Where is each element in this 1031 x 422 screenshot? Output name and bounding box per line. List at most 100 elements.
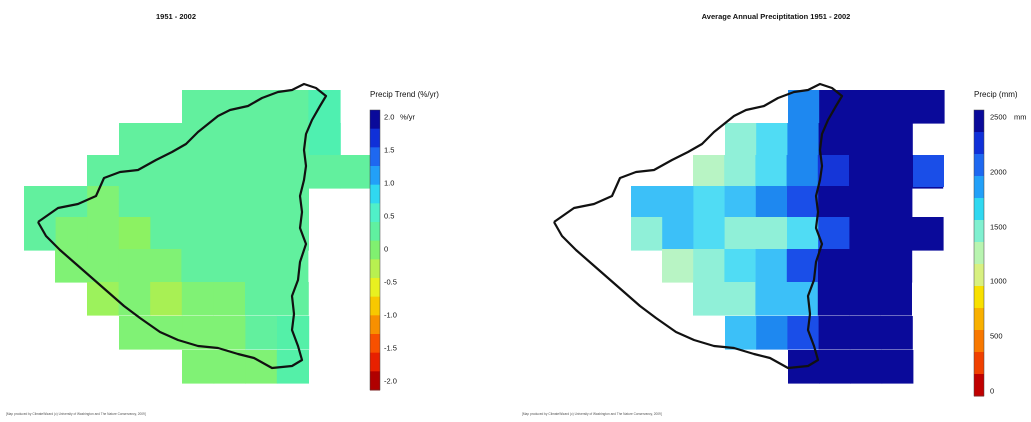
precip-grid-cell — [786, 155, 819, 189]
trend-grid-cell — [55, 217, 88, 251]
trend-grid-cell — [182, 186, 215, 220]
precip-grid-cell — [755, 186, 788, 220]
precip-grid-cell — [849, 217, 882, 251]
trend-grid-cell — [87, 217, 120, 251]
colorbar-segment — [974, 264, 984, 287]
precip-grid-cell — [725, 316, 757, 350]
legend-tick-label: 1000 — [990, 276, 1007, 286]
trend-grid-cell — [182, 217, 215, 251]
colorbar-segment — [370, 240, 380, 260]
precip-grid-cell — [756, 123, 788, 157]
precip-grid-cell — [818, 249, 850, 283]
colorbar-frame — [369, 109, 381, 391]
trend-colorbar — [369, 109, 381, 391]
legend-tick-label: 1.5 — [384, 145, 395, 155]
colorbar-segment — [974, 176, 984, 199]
trend-grid-cell — [213, 316, 246, 350]
precip-grid-cell — [693, 282, 725, 316]
colorbar-segment — [974, 198, 984, 221]
precip-grid-cell — [631, 217, 663, 251]
precip-grid-cell — [755, 217, 788, 251]
precip-grid-cell — [787, 186, 819, 220]
precip-grid-cell — [881, 316, 913, 350]
precip-grid-cell — [880, 155, 912, 189]
precip-grid-cell — [725, 123, 757, 157]
precip-colorbar — [973, 109, 985, 397]
trend-grid-cell — [181, 282, 214, 316]
precip-map-panel: Average Annual Preciptitation 1951 - 200… — [516, 0, 1031, 422]
precip-grid-cell — [662, 217, 694, 251]
colorbar-frame — [973, 109, 985, 397]
trend-grid-cell — [150, 217, 183, 251]
precip-grid-cell — [817, 282, 850, 316]
colorbar-segment — [370, 278, 380, 298]
legend-tick-label: 2000 — [990, 167, 1007, 177]
trend-grid-cell — [245, 217, 278, 251]
trend-grid-cell — [150, 123, 183, 157]
colorbar-segment — [370, 203, 380, 223]
precip-grid-cell — [755, 282, 788, 316]
precip-grid-cell — [693, 155, 725, 189]
trend-grid-cell — [276, 186, 309, 220]
trend-grid-cell — [182, 350, 215, 384]
trend-grid-cell — [245, 282, 278, 316]
colorbar-segment — [974, 110, 984, 133]
country-outline — [553, 82, 844, 370]
precip-grid-cell — [693, 186, 726, 220]
legend-tick-label: 1.0 — [384, 178, 395, 188]
precip-grid-cell — [849, 186, 882, 220]
precip-grid-cell — [849, 282, 881, 316]
colorbar-segment — [370, 259, 380, 279]
legend-tick-label: -2.0 — [384, 376, 397, 386]
precip-grid-cell — [662, 249, 694, 283]
trend-grid-cell — [118, 186, 151, 220]
trend-grid-cell — [308, 123, 341, 157]
precip-grid-cell — [788, 90, 820, 124]
trend-grid-cell — [150, 282, 183, 316]
trend-grid-cell — [55, 249, 88, 283]
legend-tick-label: 500 — [990, 331, 1003, 341]
trend-grid-cell — [213, 217, 246, 251]
precip-grid-cell — [818, 186, 850, 220]
trend-grid-cell — [118, 282, 151, 316]
precip-grid-cell — [880, 217, 913, 251]
precip-grid-cell — [787, 217, 819, 251]
trend-grid-cell — [276, 90, 309, 124]
trend-grid-cell — [181, 249, 214, 283]
precip-grid-cell — [724, 155, 756, 189]
trend-grid-cell — [245, 316, 278, 350]
colorbar-segment — [974, 132, 984, 155]
precip-grid-cell — [912, 90, 945, 124]
legend-tick-label: -1.0 — [384, 310, 397, 320]
precip-grid-cell — [881, 350, 914, 384]
precip-grid-cell — [724, 282, 756, 316]
precip-grid-cell — [849, 155, 881, 189]
precip-grid-cell — [881, 90, 914, 124]
precip-grid-cell — [724, 186, 757, 220]
colorbar-segment — [974, 330, 984, 353]
precip-grid-cell — [850, 350, 883, 384]
trend-grid-cell — [87, 155, 120, 189]
trend-grid-cell — [118, 217, 151, 251]
precip-grid-cell — [787, 123, 820, 157]
colorbar-segment — [370, 128, 380, 148]
precip-grid-cell — [818, 316, 851, 350]
country-outline — [37, 82, 328, 370]
trend-map-title: 1951 - 2002 — [155, 12, 197, 21]
precip-legend-title: Precip (mm) — [974, 90, 1018, 99]
colorbar-segment — [370, 315, 380, 335]
precip-legend-unit: mm — [1014, 112, 1027, 122]
trend-grid-cell — [308, 155, 341, 189]
precip-grid-cell — [786, 282, 819, 316]
trend-grid-cell — [119, 123, 152, 157]
legend-tick-label: 2500 — [990, 112, 1007, 122]
legend-tick-label: 0.5 — [384, 211, 395, 221]
precip-grid-cell — [880, 186, 913, 220]
precip-map-credit: [Map produced by ClimateWizard (c) Unive… — [522, 412, 662, 416]
legend-tick-label: 0 — [990, 386, 995, 396]
colorbar-segment — [974, 286, 984, 309]
precip-grid-cell — [913, 155, 944, 187]
trend-grid-cell — [244, 249, 277, 283]
precip-grid-cell — [756, 316, 788, 350]
precip-grid-cell — [819, 350, 851, 384]
